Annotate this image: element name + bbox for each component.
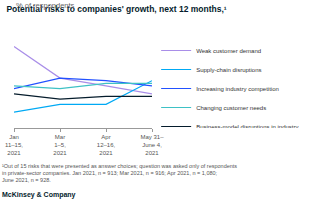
svg-text:May 31–June 4,2021: May 31–June 4,2021 xyxy=(140,134,164,156)
svg-text:Weak customer demand: Weak customer demand xyxy=(196,48,261,54)
svg-text:Increasing industry competitio: Increasing industry competition xyxy=(196,86,279,92)
svg-text:Apr12–16,2021: Apr12–16,2021 xyxy=(97,134,116,156)
svg-text:Jan11–15,2021: Jan11–15,2021 xyxy=(5,134,23,156)
svg-text:% of respondents: % of respondents xyxy=(16,1,75,10)
svg-text:McKinsey & Company: McKinsey & Company xyxy=(2,191,76,199)
svg-text:Mar1–5,2021: Mar1–5,2021 xyxy=(53,134,67,156)
svg-text:Changing customer needs: Changing customer needs xyxy=(196,105,266,111)
svg-text:Business-model disruptions in: Business-model disruptions in industry xyxy=(196,124,298,128)
svg-text:Supply-chain disruptions: Supply-chain disruptions xyxy=(196,67,261,73)
svg-text:¹Out of 15 risks that were pre: ¹Out of 15 risks that were presented as … xyxy=(2,163,237,183)
svg-text:Potential risks to companies': Potential risks to companies' growth, ne… xyxy=(6,4,226,14)
